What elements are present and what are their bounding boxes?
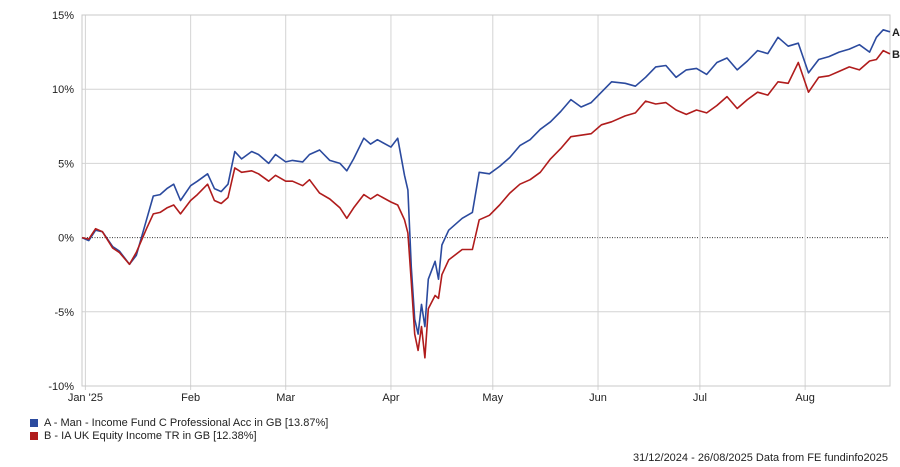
series-line-a (81, 29, 891, 335)
plot-frame (81, 14, 891, 387)
legend: A - Man - Income Fund C Professional Acc… (30, 416, 328, 442)
series-end-marker-a: A (892, 27, 900, 39)
axes (81, 14, 891, 387)
x-tick-label: Jan '25 (68, 392, 103, 404)
x-tick-label: Aug (795, 392, 815, 404)
y-tick-label: 15% (52, 10, 74, 22)
y-tick-label: 0% (58, 233, 74, 245)
footer-source: 31/12/2024 - 26/08/2025 Data from FE fun… (632, 452, 888, 464)
legend-swatch-b (30, 431, 38, 440)
legend-swatch-a (30, 418, 38, 427)
legend-label-a: A - Man - Income Fund C Professional Acc… (44, 416, 329, 429)
legend-item-a: A - Man - Income Fund C Professional Acc… (30, 416, 328, 429)
series-line-b (81, 49, 891, 359)
y-tick-label: 5% (58, 158, 74, 170)
series-lines (81, 29, 891, 359)
x-tick-label: Mar (276, 392, 295, 404)
x-tick-label: Jul (693, 392, 707, 404)
series-end-marker-b: B (892, 49, 900, 61)
y-tick-label: -5% (54, 307, 74, 319)
line-chart: 15% 10% 5% 0% -5% -10%Jan '25 Feb Mar Apr May Jun J… (48, 10, 900, 404)
grid (82, 14, 890, 390)
x-tick-label: Jun (589, 392, 607, 404)
y-tick-label: -10% (48, 381, 74, 393)
legend-item-b: B - IA UK Equity Income TR in GB [12.38%… (30, 429, 328, 442)
x-tick-label: Apr (382, 392, 399, 404)
tick-labels: 15% 10% 5% 0% -5% -10%Jan '25 Feb Mar Apr May Jun J… (48, 10, 900, 404)
x-tick-label: Feb (181, 392, 200, 404)
x-tick-label: May (482, 392, 503, 404)
legend-label-b: B - IA UK Equity Income TR in GB [12.38%… (44, 429, 257, 442)
y-tick-label: 10% (52, 84, 74, 96)
